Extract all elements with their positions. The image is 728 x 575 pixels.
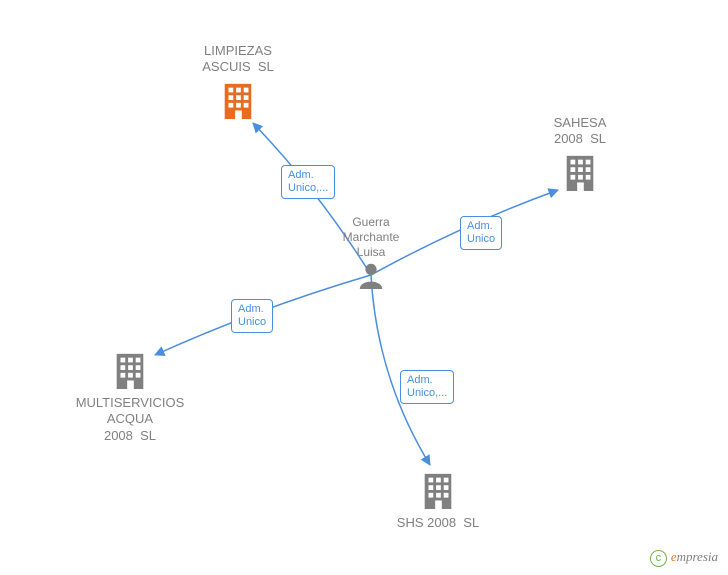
watermark: cempresia bbox=[650, 549, 718, 567]
center-person-label: Guerra Marchante Luisa bbox=[321, 215, 421, 260]
edge-label: Adm. Unico bbox=[231, 299, 273, 333]
edge-label: Adm. Unico bbox=[460, 216, 502, 250]
building-icon bbox=[561, 153, 599, 196]
watermark-brand-rest: mpresia bbox=[677, 549, 718, 564]
company-label: MULTISERVICIOS ACQUA 2008 SL bbox=[50, 395, 210, 444]
company-label: SHS 2008 SL bbox=[358, 515, 518, 531]
company-label: SAHESA 2008 SL bbox=[500, 115, 660, 148]
building-icon bbox=[219, 81, 257, 124]
edge-label: Adm. Unico,... bbox=[281, 165, 335, 199]
copyright-icon: c bbox=[650, 550, 667, 567]
network-diagram: Guerra Marchante Luisa LIMPIEZAS ASCUIS … bbox=[0, 0, 728, 575]
building-icon bbox=[111, 351, 149, 394]
edge-label: Adm. Unico,... bbox=[400, 370, 454, 404]
building-icon bbox=[419, 471, 457, 514]
company-label: LIMPIEZAS ASCUIS SL bbox=[158, 43, 318, 76]
person-icon bbox=[357, 261, 385, 294]
